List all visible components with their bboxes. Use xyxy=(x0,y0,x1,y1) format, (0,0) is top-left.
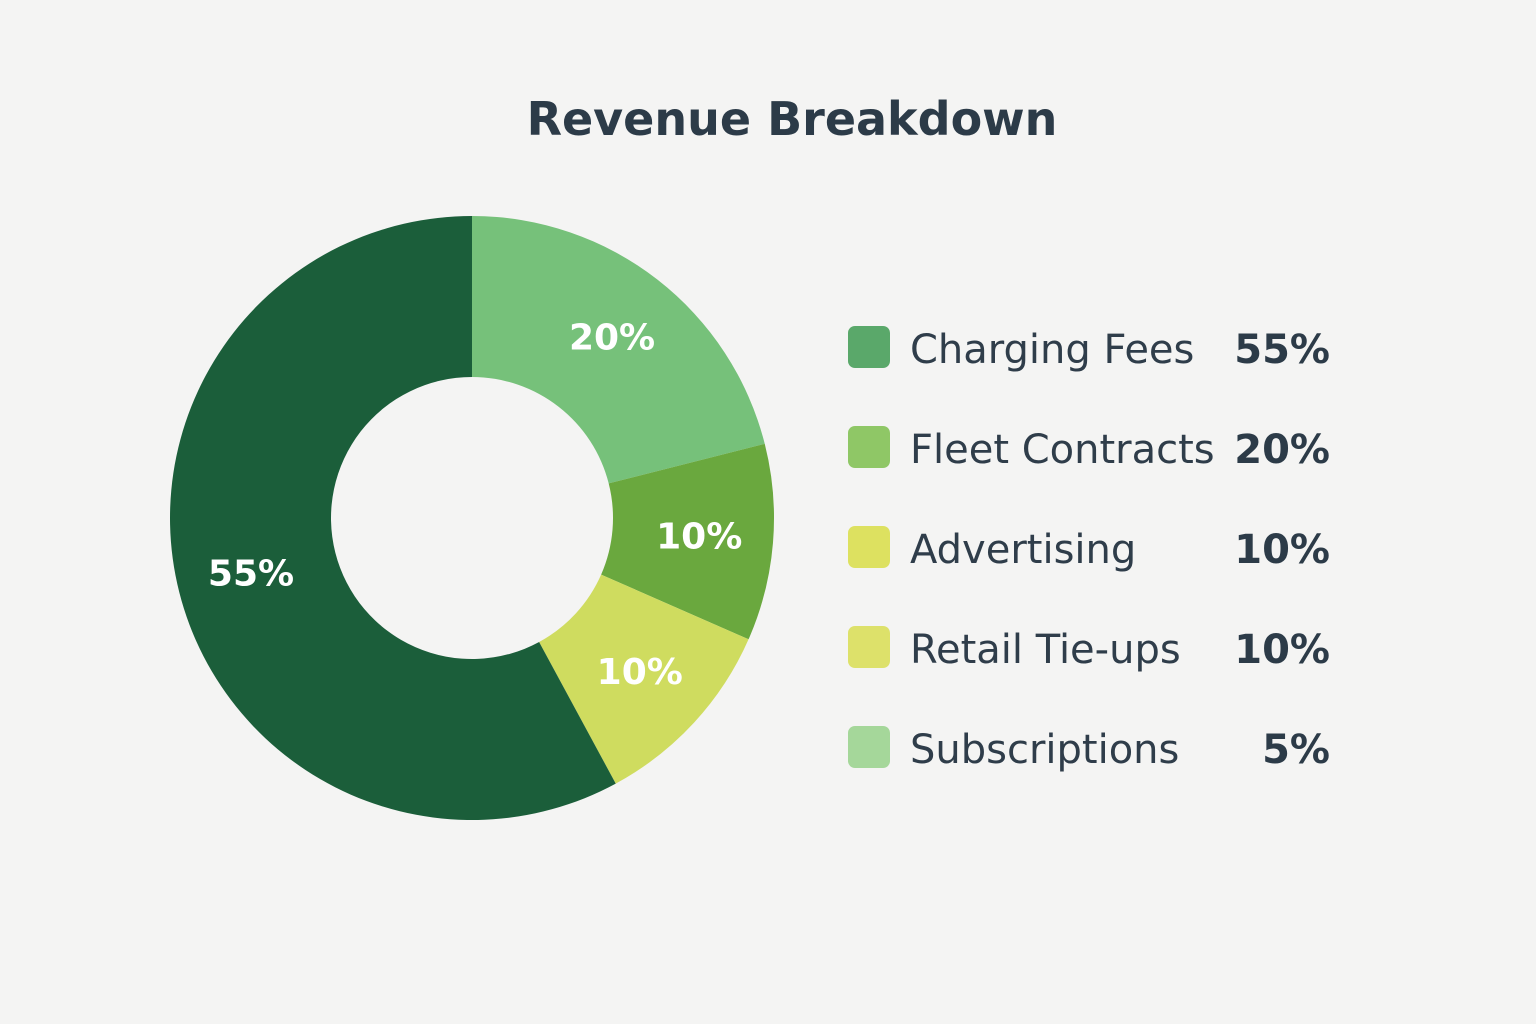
legend-label: Subscriptions xyxy=(910,727,1180,773)
legend-label: Fleet Contracts xyxy=(910,427,1215,473)
legend-label: Retail Tie-ups xyxy=(910,627,1181,673)
legend-item-subscriptions: Subscriptions 5% xyxy=(846,718,1366,818)
slice-label-advertising: 10% xyxy=(656,516,742,557)
legend-swatch xyxy=(848,626,890,668)
legend-swatch xyxy=(848,726,890,768)
legend-value: 10% xyxy=(1234,527,1330,573)
legend: Charging Fees 55% Fleet Contracts 20% Ad… xyxy=(846,318,1366,818)
donut-slices xyxy=(170,216,774,820)
legend-item-fleet-contracts: Fleet Contracts 20% xyxy=(846,418,1366,518)
chart-title: Revenue Breakdown xyxy=(526,92,1058,146)
slice-charging-fees xyxy=(170,216,616,820)
legend-value: 55% xyxy=(1234,327,1330,373)
legend-label: Advertising xyxy=(910,527,1137,573)
legend-item-charging-fees: Charging Fees 55% xyxy=(846,318,1366,418)
slice-retail-tie-ups xyxy=(539,574,749,784)
legend-swatch xyxy=(848,426,890,468)
legend-value: 20% xyxy=(1234,427,1330,473)
legend-item-advertising: Advertising 10% xyxy=(846,518,1366,618)
legend-value: 10% xyxy=(1234,627,1330,673)
donut-slice-labels: 20% 10% 10% 55% xyxy=(208,318,742,693)
legend-swatch xyxy=(848,326,890,368)
legend-swatch xyxy=(848,526,890,568)
slice-label-retail-tie-ups: 10% xyxy=(597,652,683,693)
legend-label: Charging Fees xyxy=(910,327,1195,373)
legend-item-retail-tie-ups: Retail Tie-ups 10% xyxy=(846,618,1366,718)
legend-value: 5% xyxy=(1262,727,1330,773)
slice-label-fleet-contracts: 20% xyxy=(569,318,655,359)
slice-label-charging-fees: 55% xyxy=(208,553,294,594)
slice-fleet-contracts xyxy=(472,216,765,484)
slice-advertising xyxy=(601,443,774,640)
